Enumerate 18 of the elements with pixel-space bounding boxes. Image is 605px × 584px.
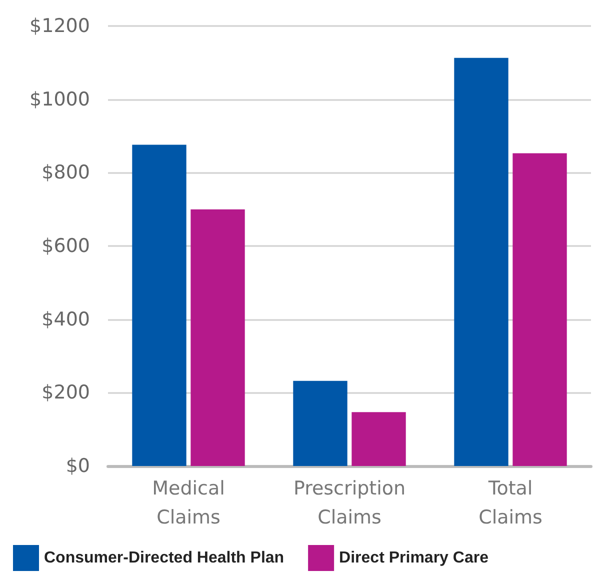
legend-label: Consumer-Directed Health Plan: [44, 550, 284, 566]
y-tick-label: $400: [42, 308, 90, 330]
y-tick-label: $600: [42, 235, 90, 257]
bar: [190, 209, 245, 466]
y-tick-label: $200: [42, 382, 90, 404]
bar: [512, 153, 567, 466]
y-tick-label: $0: [66, 455, 90, 477]
y-tick-label: $800: [42, 162, 90, 184]
bar: [352, 412, 406, 466]
x-tick-label: Total Claims: [478, 478, 542, 528]
legend-label: Direct Primary Care: [339, 550, 489, 566]
bar: [132, 144, 186, 466]
y-tick-label: $1200: [30, 15, 90, 37]
y-tick-label: $1000: [30, 88, 90, 110]
bar: [293, 380, 348, 466]
x-tick-label: Medical Claims: [152, 478, 225, 528]
bar: [454, 58, 508, 466]
x-tick-label: Prescription Claims: [293, 478, 406, 528]
